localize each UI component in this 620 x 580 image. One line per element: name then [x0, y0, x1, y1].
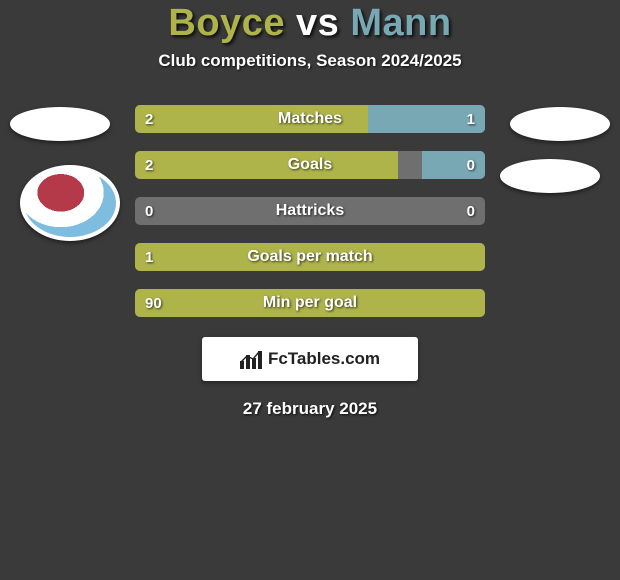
title-left: Boyce: [168, 2, 285, 44]
stat-bar-right: [422, 151, 485, 179]
subtitle: Club competitions, Season 2024/2025: [158, 51, 461, 71]
title-vs: vs: [296, 2, 339, 44]
infographic: Boyce vs Mann Club competitions, Season …: [0, 0, 620, 580]
team-badge-left-1: [10, 107, 110, 141]
stat-row: 90Min per goal: [135, 289, 485, 317]
stat-row: 21Matches: [135, 105, 485, 133]
stat-row: 20Goals: [135, 151, 485, 179]
brand-box: FcTables.com: [202, 337, 418, 381]
stat-row: 1Goals per match: [135, 243, 485, 271]
team-badge-right-2: [500, 159, 600, 193]
stat-bar-left: [135, 105, 368, 133]
team-badge-left-2: [20, 165, 120, 241]
date-text: 27 february 2025: [0, 399, 620, 419]
stat-bar-right: [368, 105, 485, 133]
brand-text: FcTables.com: [268, 349, 380, 369]
page-title: Boyce vs Mann: [168, 2, 451, 45]
team-badge-right-1: [510, 107, 610, 141]
stat-row: 00Hattricks: [135, 197, 485, 225]
stat-bars: 21Matches 20Goals 00Hattricks 1Goals per ma…: [135, 105, 485, 317]
title-right: Mann: [350, 2, 451, 44]
stat-bar-left: [135, 243, 485, 271]
comparison-area: 21Matches 20Goals 00Hattricks 1Goals per ma…: [0, 105, 620, 419]
bar-chart-icon: [240, 349, 262, 369]
stat-bar-neutral: [135, 197, 485, 225]
stat-bar-left: [135, 289, 485, 317]
stat-bar-left: [135, 151, 398, 179]
